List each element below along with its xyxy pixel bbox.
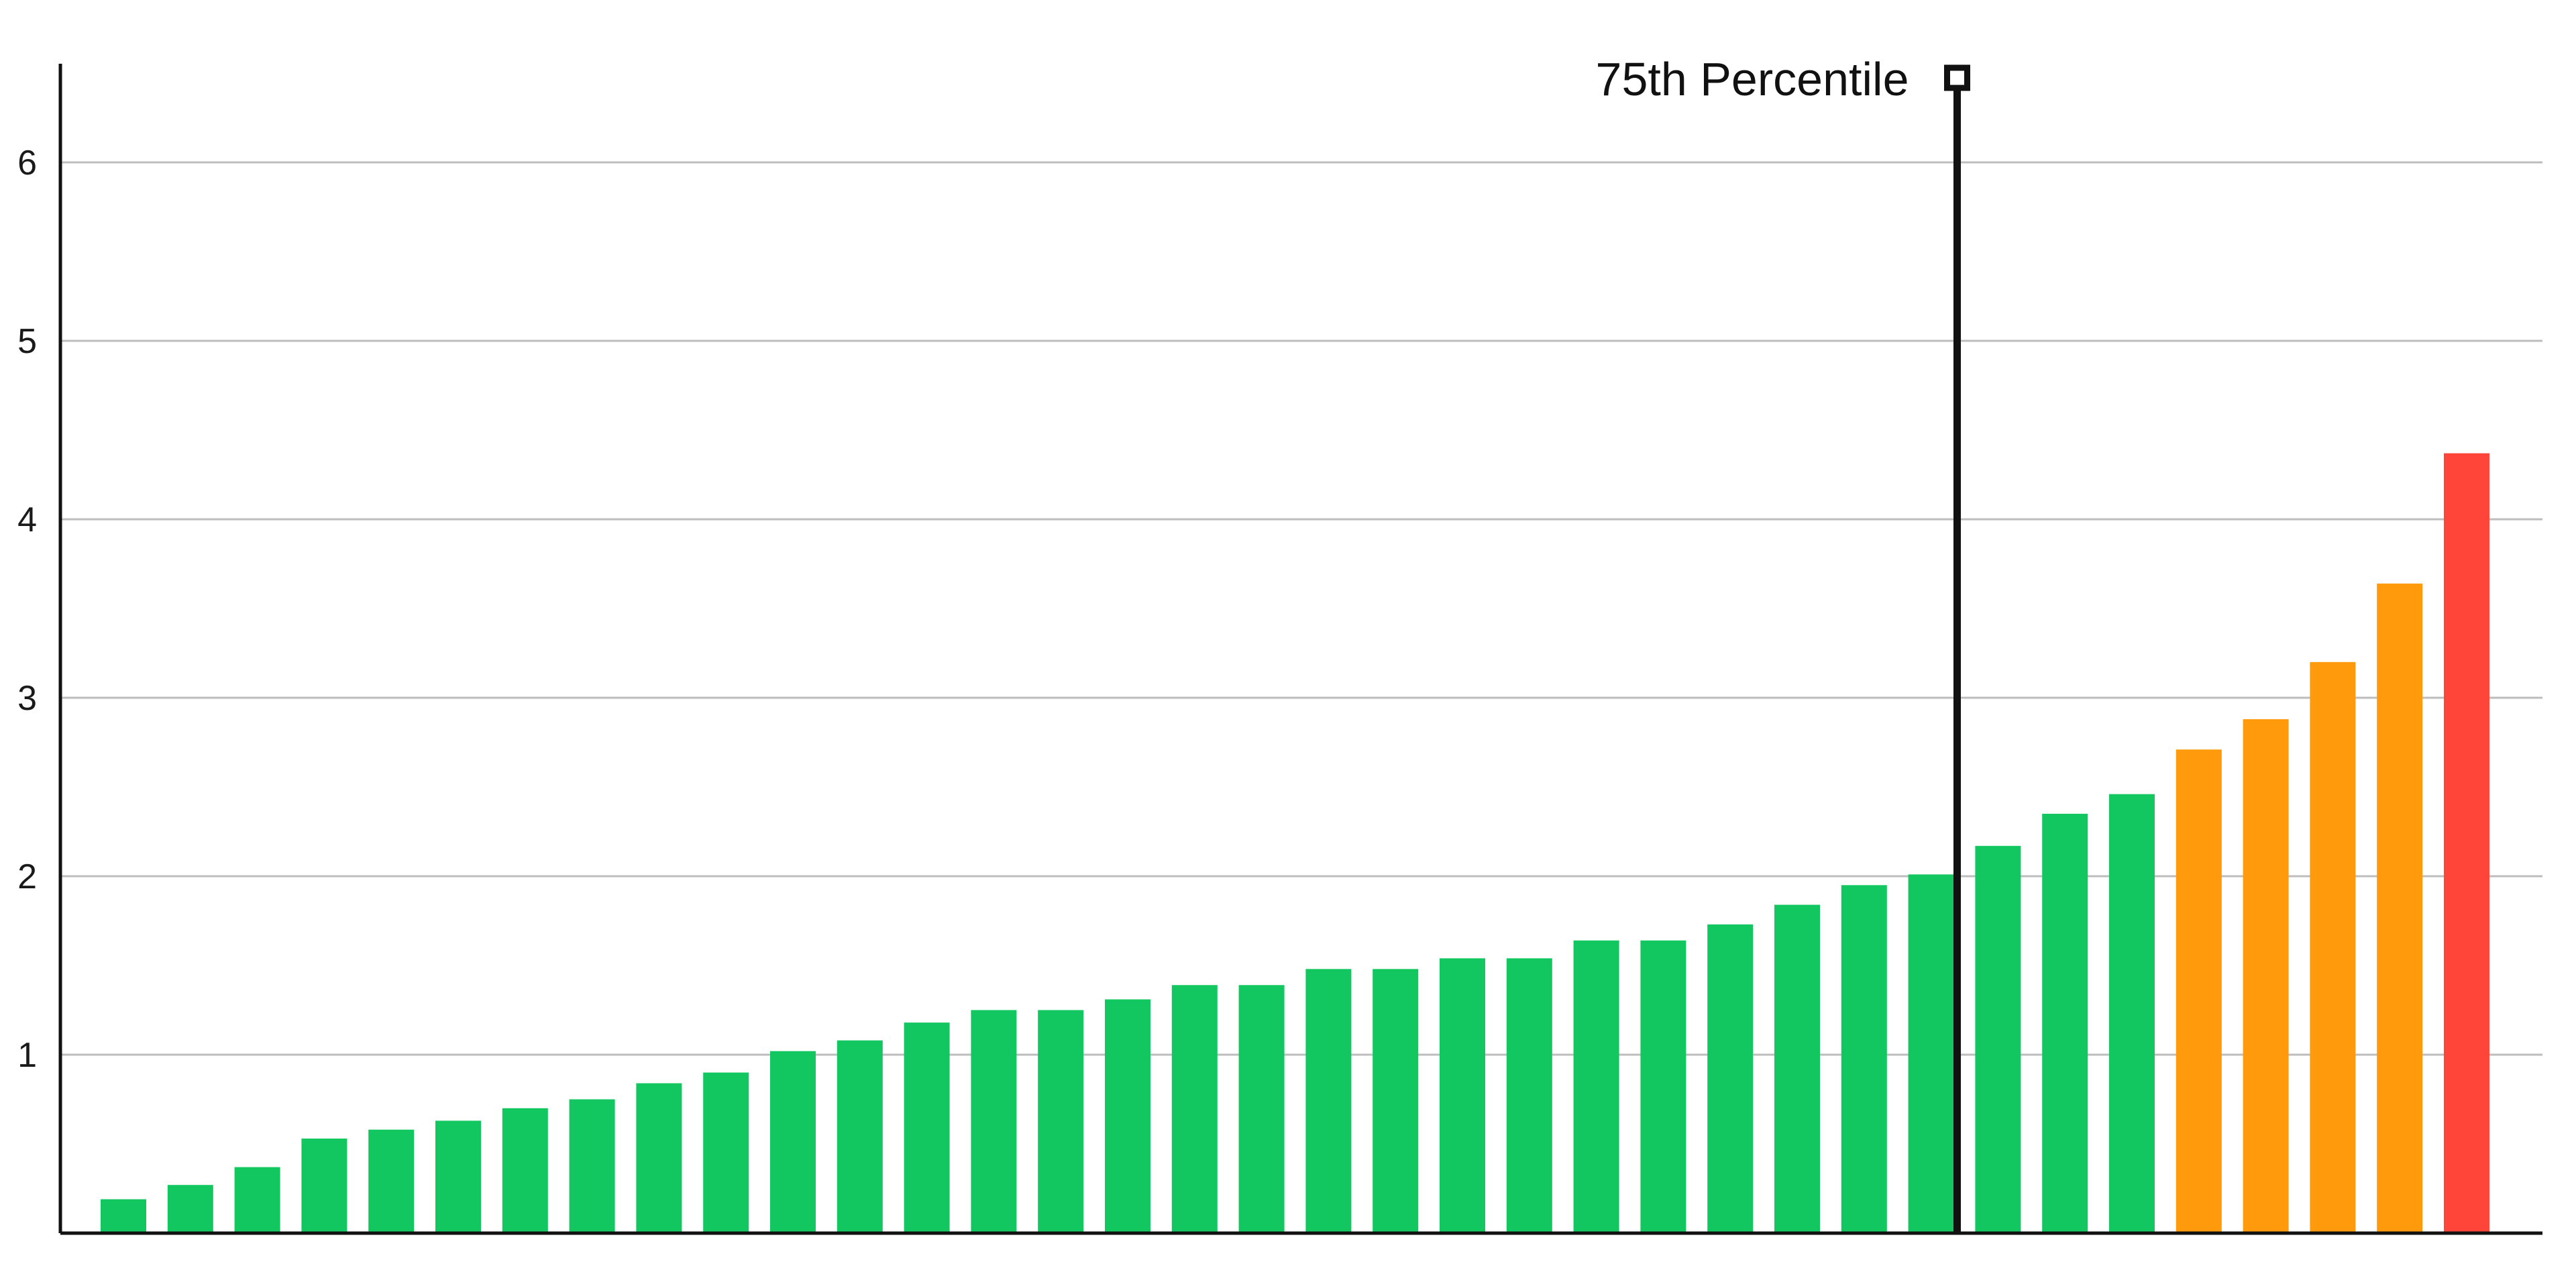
bar-1 bbox=[101, 1199, 146, 1233]
bar-9 bbox=[636, 1083, 682, 1233]
y-tick-labels: 1 2 3 4 5 6 bbox=[17, 144, 37, 1075]
bar-25 bbox=[1707, 924, 1754, 1233]
bar-13 bbox=[904, 1022, 950, 1233]
bar-8 bbox=[569, 1099, 615, 1233]
y-tick-label-5: 5 bbox=[17, 322, 37, 361]
bar-20 bbox=[1373, 969, 1419, 1233]
y-tick-label-3: 3 bbox=[17, 679, 37, 718]
bar-7 bbox=[502, 1108, 548, 1233]
percentile-marker-box bbox=[1944, 64, 1970, 91]
bar-18 bbox=[1238, 985, 1285, 1233]
y-tick-label-2: 2 bbox=[17, 857, 37, 896]
bar-10 bbox=[703, 1072, 749, 1233]
bar-22 bbox=[1506, 958, 1552, 1233]
axes bbox=[58, 64, 2542, 1235]
bar-28 bbox=[1908, 874, 1954, 1233]
bar-4 bbox=[301, 1139, 347, 1233]
y-tick-label-6: 6 bbox=[17, 144, 37, 182]
bar-21 bbox=[1440, 958, 1485, 1233]
bar-3 bbox=[234, 1167, 280, 1233]
bar-16 bbox=[1105, 999, 1150, 1233]
gridlines bbox=[60, 161, 2542, 1056]
bar-32 bbox=[2176, 749, 2222, 1233]
bar-12 bbox=[837, 1040, 883, 1233]
bar-36 bbox=[2444, 453, 2489, 1233]
bar-15 bbox=[1038, 1010, 1084, 1233]
bar-29 bbox=[1975, 845, 2021, 1233]
bar-33 bbox=[2243, 719, 2289, 1233]
bar-2 bbox=[167, 1185, 213, 1233]
bar-30 bbox=[2042, 813, 2088, 1233]
percentile-marker: 75th Percentile bbox=[1596, 53, 1970, 1233]
bar-35 bbox=[2377, 583, 2423, 1233]
y-tick-label-4: 4 bbox=[17, 501, 37, 539]
bar-6 bbox=[435, 1120, 481, 1233]
bars bbox=[101, 453, 2489, 1233]
bar-24 bbox=[1640, 940, 1686, 1233]
bar-14 bbox=[971, 1010, 1017, 1233]
bar-34 bbox=[2310, 662, 2356, 1233]
bar-23 bbox=[1573, 940, 1619, 1233]
bar-27 bbox=[1841, 885, 1887, 1233]
percentile-label: 75th Percentile bbox=[1596, 53, 1909, 105]
bar-31 bbox=[2109, 794, 2155, 1233]
bar-26 bbox=[1774, 904, 1820, 1233]
bar-17 bbox=[1171, 985, 1218, 1233]
y-tick-label-1: 1 bbox=[17, 1036, 37, 1075]
bar-11 bbox=[770, 1051, 816, 1233]
bar-5 bbox=[368, 1129, 415, 1233]
bar-19 bbox=[1305, 969, 1352, 1233]
